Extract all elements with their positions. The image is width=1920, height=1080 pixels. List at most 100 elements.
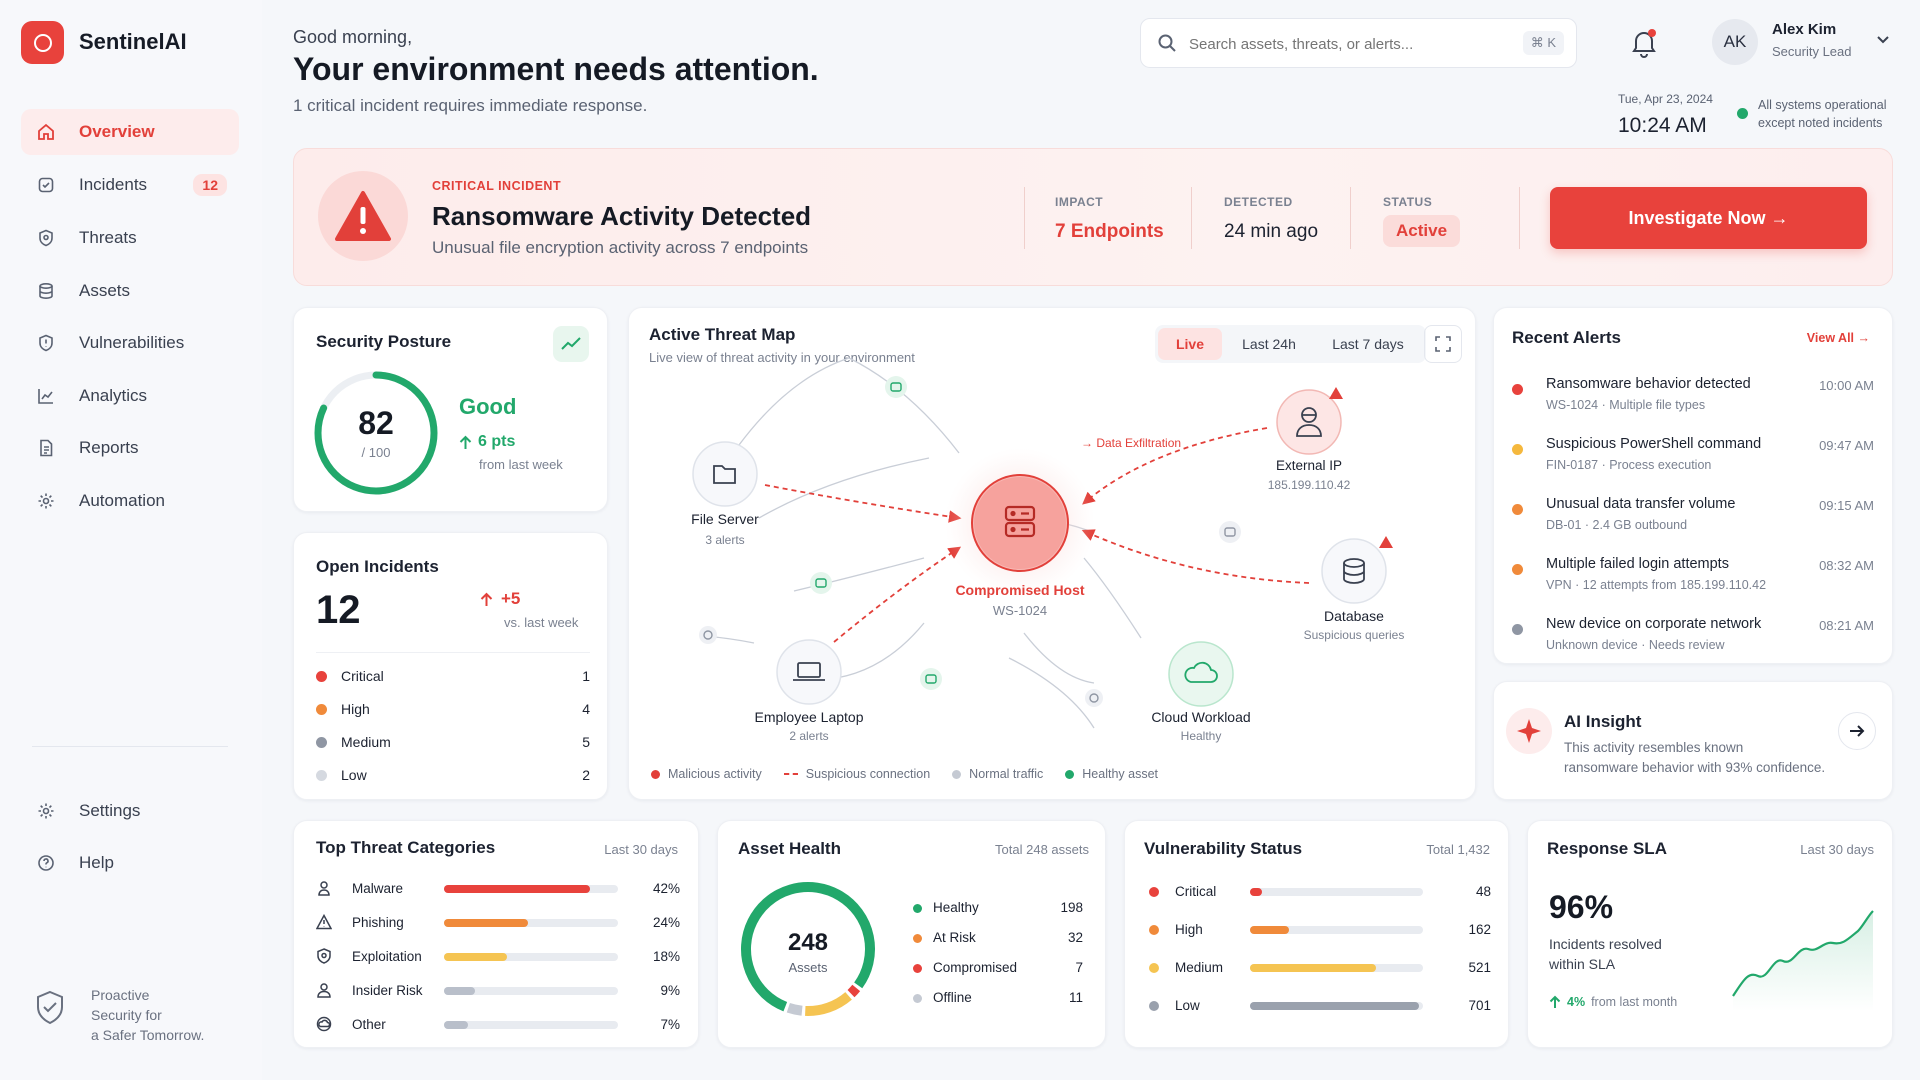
legend-dot [913,934,922,943]
alert-item[interactable]: Suspicious PowerShell command FIN-0187 ·… [1512,428,1874,488]
asset-row-at-risk[interactable]: At Risk 32 [913,929,1083,959]
avatar[interactable]: AK [1712,19,1758,65]
arrow-up-icon [1549,995,1561,1008]
tab-live[interactable]: Live [1158,328,1222,360]
legend-dot [913,904,922,913]
file-server-sub: 3 alerts [705,533,745,547]
threat-row-phishing[interactable]: Phishing 24% [315,907,680,941]
asset-row-healthy[interactable]: Healthy 198 [913,899,1083,929]
threat-row-other[interactable]: Other 7% [316,1009,680,1043]
investigate-now-button[interactable]: Investigate Now → [1550,187,1867,249]
open-incidents-card: Open Incidents 12 +5 vs. last week Criti… [293,532,608,800]
sidebar-item-help[interactable]: Help [21,840,239,886]
clipboard-check-icon [35,174,57,196]
sidebar-item-reports[interactable]: Reports [21,425,239,471]
sidebar-item-threats[interactable]: Threats [21,215,239,261]
threat-row-insider-risk[interactable]: Insider Risk 9% [316,975,680,1009]
external-ip-label[interactable]: External IP [1275,458,1343,473]
arrow-right-icon[interactable] [1838,712,1876,750]
sidebar-item-analytics[interactable]: Analytics [21,373,239,419]
sla-value: 96% [1549,889,1614,925]
sidebar-item-settings[interactable]: Settings [21,788,239,834]
posture-score-max: / 100 [361,445,391,460]
file-server-label[interactable]: File Server [691,511,759,527]
trend-up-icon[interactable] [553,326,589,362]
sidebar-item-vulnerabilities[interactable]: Vulnerabilities [21,320,239,366]
system-status: All systems operational except noted inc… [1758,98,1887,130]
sidebar-item-incidents[interactable]: Incidents 12 [21,162,239,208]
vuln-row-high[interactable]: High 162 [1149,919,1491,957]
help-icon [35,852,57,874]
database-icon [1343,558,1365,584]
time-range-tabs: Live Last 24h Last 7 days [1155,325,1426,363]
database-label[interactable]: Database [1324,608,1384,624]
chevron-down-icon[interactable] [1876,32,1890,50]
severity-row-critical[interactable]: Critical 1 [316,660,590,693]
fullscreen-icon[interactable] [1424,325,1462,363]
cloud-workload-label[interactable]: Cloud Workload [1151,709,1251,725]
external-ip-sub: 185.199.110.42 [1267,478,1351,492]
posture-delta-note: from last week [479,457,563,472]
card-title: Open Incidents [316,557,439,576]
sidebar-item-assets[interactable]: Assets [21,268,239,314]
asset-row-compromised[interactable]: Compromised 7 [913,959,1083,989]
incident-title: Ransomware Activity Detected [432,201,812,231]
database-node [1321,536,1393,604]
cloud-icon [1184,661,1218,683]
gear-icon [35,800,57,822]
card-period: Last 30 days [604,842,678,857]
traffic-node-icons [699,376,1241,707]
card-total: Total 248 assets [995,842,1089,857]
vuln-bar [1250,1002,1420,1010]
severity-row-low[interactable]: Low 2 [316,759,590,792]
compromised-host-label[interactable]: Compromised Host [955,582,1085,598]
detected-value: 24 min ago [1224,221,1319,242]
card-title: Response SLA [1547,839,1667,858]
threat-row-exploitation[interactable]: Exploitation 18% [316,941,680,975]
sidebar-item-automation[interactable]: Automation [21,478,239,524]
card-title: Vulnerability Status [1144,839,1303,858]
severity-dot [1149,925,1159,935]
vuln-row-critical[interactable]: Critical 48 [1149,881,1491,919]
card-total: Total 1,432 [1426,842,1490,857]
severity-dot [316,737,327,748]
app-name: SentinelAI [79,29,187,54]
cloud-workload-node [1168,641,1234,707]
ai-insight-card[interactable]: AI Insight This activity resembles known… [1493,681,1893,800]
severity-row-high[interactable]: High 4 [316,693,590,726]
vuln-row-low[interactable]: Low 701 [1149,995,1491,1033]
alert-severity-dot [1512,444,1523,455]
donut-segment-at-risk [805,991,852,1016]
asset-row-offline[interactable]: Offline 11 [913,989,1083,1019]
user-name: Alex Kim [1772,21,1837,38]
tab-last-24h[interactable]: Last 24h [1242,336,1296,352]
alert-item[interactable]: Unusual data transfer volume DB-01 · 2.4… [1512,488,1874,548]
external-ip-node [1276,387,1343,455]
database-icon [35,280,57,302]
alert-item[interactable]: New device on corporate network Unknown … [1512,608,1874,668]
sidebar-item-label: Settings [79,801,141,820]
sidebar-item-overview[interactable]: Overview [21,109,239,155]
file-server-node [692,441,758,507]
sla-sparkline [1732,910,1874,1011]
search-input[interactable] [1189,31,1489,57]
detected-label: DETECTED [1224,195,1293,209]
alert-item[interactable]: Ransomware behavior detected WS-1024 · M… [1512,368,1874,428]
view-all-link[interactable]: View All → [1806,331,1870,345]
alert-item[interactable]: Multiple failed login attempts VPN · 12 … [1512,548,1874,608]
sla-label: Incidents resolved within SLA [1549,936,1662,972]
severity-row-medium[interactable]: Medium 5 [316,726,590,759]
status-dot [1737,108,1748,119]
asset-total-value: 248 [787,929,829,956]
notification-bell-icon[interactable] [1630,28,1658,63]
data-exfiltration-label: → Data Exfiltration [1081,436,1182,450]
search-bar[interactable]: ⌘ K [1140,18,1577,68]
current-date: Tue, Apr 23, 2024 [1618,92,1713,106]
severity-list: Critical 1 High 4 Medium 5 Low 2 [316,660,590,792]
threat-row-malware[interactable]: Malware 42% [316,873,680,907]
employee-laptop-label[interactable]: Employee Laptop [754,709,864,725]
vuln-row-medium[interactable]: Medium 521 [1149,957,1491,995]
card-title: Asset Health [738,839,841,858]
threat-bar [444,953,507,961]
tab-last-7-days[interactable]: Last 7 days [1332,336,1404,352]
